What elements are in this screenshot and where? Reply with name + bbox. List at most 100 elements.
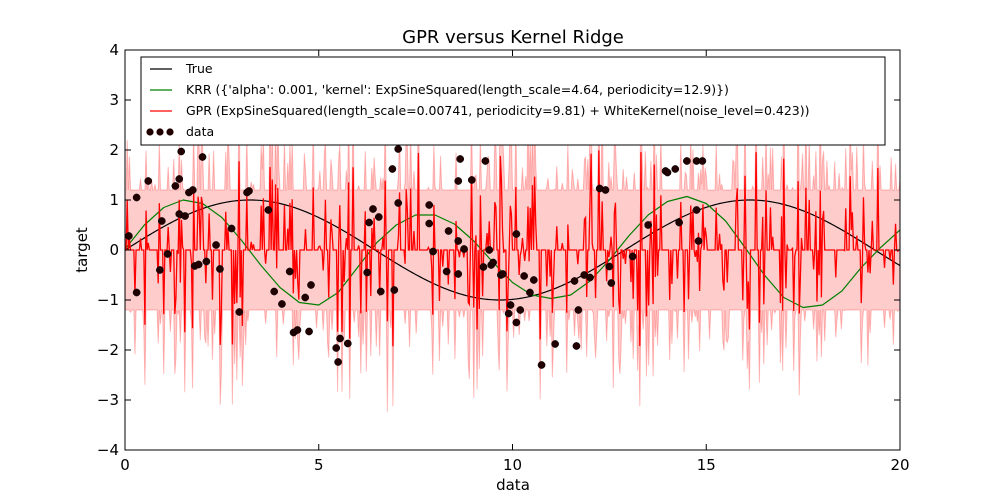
data-point [520,272,528,280]
legend-swatch-data-2 [156,128,164,136]
data-point [293,326,302,334]
y-tick-label: 4 [109,41,119,59]
y-tick-label: −1 [97,291,119,309]
data-point [537,361,546,369]
x-tick-label: 0 [120,456,130,474]
data-point [467,176,476,184]
data-point [671,165,680,173]
y-tick-label: 1 [109,191,119,209]
data-point [334,358,342,366]
data-point [216,265,224,273]
data-point [374,213,383,221]
data-point [512,230,521,238]
data-point [663,168,672,177]
x-tick-label: 20 [890,456,909,474]
y-tick-label: −3 [97,391,119,409]
data-point [270,287,279,296]
data-point [132,288,141,297]
data-point [429,247,437,256]
chart-title: GPR versus Kernel Ridge [402,27,624,48]
data-point [551,340,559,348]
data-point [343,339,352,348]
data-point [628,252,637,261]
data-point [694,237,703,245]
legend: True KRR ({'alpha': 0.001, 'kernel': Exp… [140,56,886,146]
y-tick-label: 3 [109,91,119,109]
legend-label-true: True [185,61,213,76]
data-point [442,267,451,276]
legend-swatch-data-3 [166,128,174,136]
data-point [498,270,507,278]
data-point [332,344,341,352]
data-point [698,157,707,165]
data-point [278,300,286,308]
data-point [485,246,494,254]
legend-label-gpr: GPR (ExpSineSquared(length_scale=0.00741… [186,103,810,118]
data-point [235,308,244,316]
y-tick-label: −4 [97,441,119,459]
data-point [506,301,515,309]
data-point [198,153,207,161]
data-point [683,157,691,165]
data-point [574,306,583,314]
data-point [572,342,581,350]
data-point [504,309,513,318]
series-krr-line [125,195,900,309]
data-point [188,186,197,194]
data-point [388,165,397,173]
x-tick-label: 15 [697,456,716,474]
data-point [489,258,497,267]
y-tick-label: 2 [109,141,119,159]
x-axis-label: data [496,476,530,494]
data-point [454,177,463,185]
data-point [454,270,463,278]
data-point [177,147,186,156]
data-point [163,250,172,258]
data-point [175,175,184,183]
series-gpr-line [125,150,900,347]
data-point [586,273,594,282]
legend-box [140,56,886,146]
data-point [376,287,385,296]
data-point [692,206,701,214]
data-point [390,286,399,294]
data-point [307,281,315,289]
data-point [526,288,534,297]
data-point [454,237,463,245]
legend-label-krr: KRR ({'alpha': 0.001, 'kernel': ExpSineS… [186,82,729,97]
data-point [171,182,180,190]
data-point [157,217,166,225]
data-point [125,232,133,240]
y-tick-label: 0 [109,241,119,259]
plot-area [125,64,900,412]
series-true-line [125,199,900,301]
data-point [460,245,468,253]
x-tick-label: 10 [503,456,522,474]
data-point [194,260,203,269]
data-point [394,145,403,153]
data-point [264,206,273,214]
data-point [394,199,403,207]
legend-label-data: data [186,124,214,139]
data-point [181,212,189,220]
data-point [456,155,465,163]
x-tick-label: 5 [314,456,324,474]
data-point [605,262,614,271]
data-point [227,224,236,233]
data-point [212,241,220,249]
data-point [529,276,538,284]
data-point [479,263,488,271]
data-point [607,279,616,287]
data-point [365,218,373,227]
data-point [570,277,579,285]
data-point [285,267,294,276]
data-point [516,306,525,314]
data-point [425,219,434,228]
data-point [601,186,610,194]
data-point [363,268,372,277]
data-point [425,201,434,209]
data-point [132,193,141,202]
y-tick-label: −2 [97,341,119,359]
data-point [301,293,310,302]
